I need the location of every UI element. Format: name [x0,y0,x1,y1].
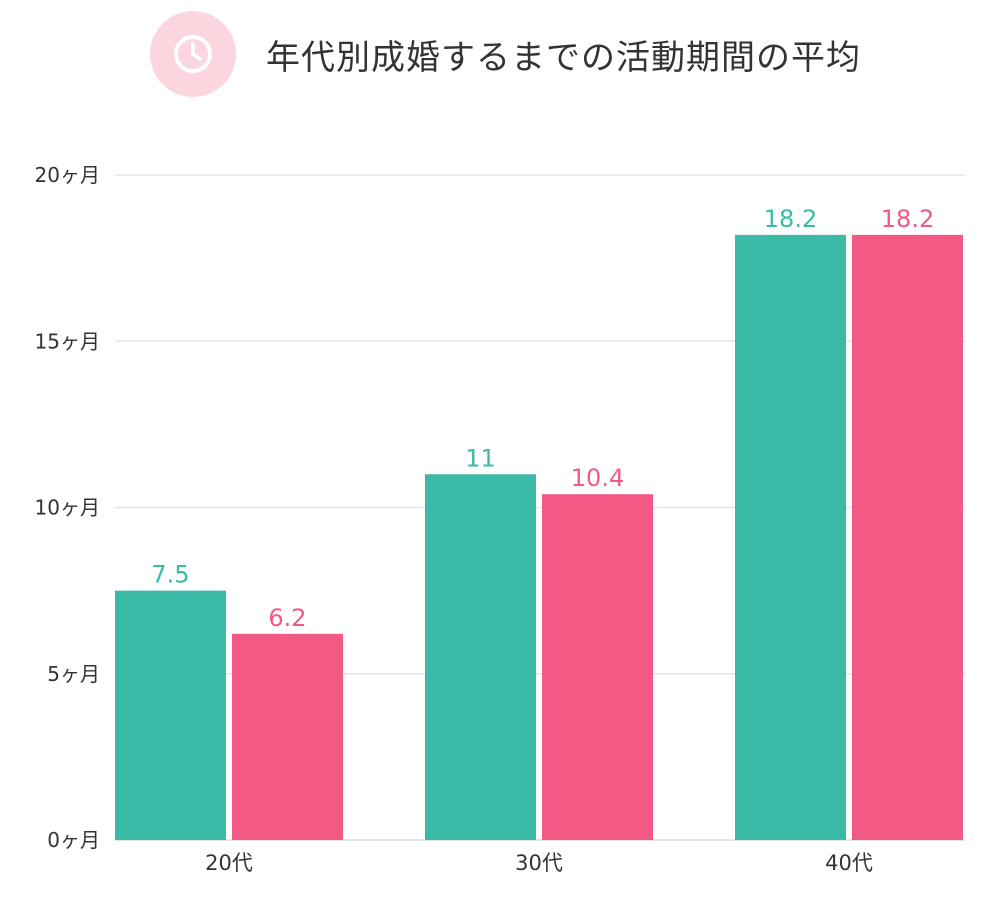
chart-title: 年代別成婚するまでの活動期間の平均 [266,37,861,78]
clock-icon [174,35,212,73]
bar-series-teal [115,590,226,840]
y-tick-label: 5ヶ月 [47,662,100,686]
y-tick-label: 0ヶ月 [47,828,100,852]
bars [115,234,963,841]
bar-series-pink [542,494,653,840]
y-tick-label: 15ヶ月 [35,329,100,353]
data-label: 18.2 [881,205,934,233]
bar-series-teal [425,474,536,840]
data-label: 10.4 [571,464,624,492]
y-tick-label: 10ヶ月 [35,496,100,520]
x-axis: 20代 30代 40代 [205,851,873,875]
bar-series-teal [735,234,846,841]
value-labels: 7.5 6.2 11 10.4 18.2 18.2 [151,205,934,632]
y-tick-label: 20ヶ月 [35,163,100,187]
data-label: 6.2 [268,604,306,632]
data-label: 7.5 [151,561,189,589]
bar-series-pink [232,633,343,840]
clock-badge [150,11,236,97]
data-label: 18.2 [764,205,817,233]
y-axis: 0ヶ月 5ヶ月 10ヶ月 15ヶ月 20ヶ月 [35,163,100,852]
bar-series-pink [852,234,963,841]
x-tick-label: 20代 [205,851,253,875]
chart-header: 年代別成婚するまでの活動期間の平均 [150,10,861,98]
x-tick-label: 40代 [825,851,873,875]
data-label: 11 [465,444,496,472]
x-tick-label: 30代 [515,851,563,875]
